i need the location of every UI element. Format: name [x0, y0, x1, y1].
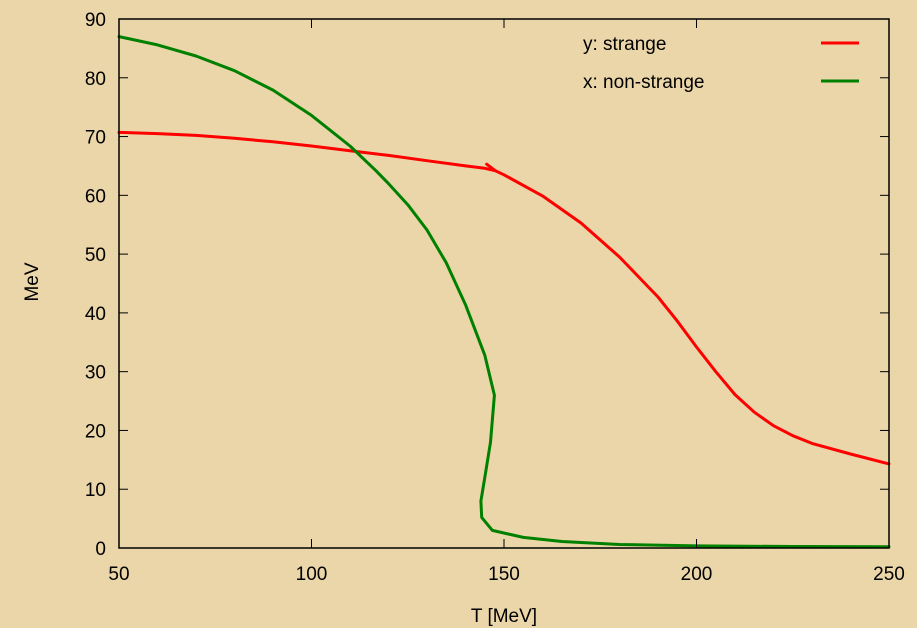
series-line-0: [117, 130, 891, 466]
plot-layer: [117, 35, 891, 549]
y-tick-label: 70: [85, 128, 106, 149]
x-tick-label: 100: [296, 564, 328, 585]
x-tick-label: 200: [681, 564, 713, 585]
legend-label-strange: y: strange: [583, 34, 666, 55]
x-tick-label: 250: [873, 564, 905, 585]
y-tick-label: 90: [85, 10, 106, 31]
y-tick-label: 50: [85, 245, 106, 266]
x-tick-label: 50: [108, 564, 129, 585]
series-line-1: [117, 35, 891, 549]
y-tick-label: 0: [95, 539, 106, 560]
y-tick-label: 20: [85, 421, 106, 442]
x-axis-title: T [MeV]: [471, 606, 537, 627]
y-tick-label: 80: [85, 69, 106, 90]
legend-label-non-strange: x: non-strange: [583, 72, 704, 93]
y-axis-title: MeV: [22, 262, 43, 301]
y-tick-label: 60: [85, 186, 106, 207]
y-tick-label: 30: [85, 363, 106, 384]
y-tick-label: 40: [85, 304, 106, 325]
legend: y: strange x: non-strange: [583, 34, 859, 93]
axes-layer: 50 100 150 200 250 0 10 20 30 40 50 60 70 80 90: [85, 10, 905, 585]
x-tick-label: 150: [488, 564, 520, 585]
plot-frame: [118, 18, 890, 549]
y-tick-label: 10: [85, 480, 106, 501]
